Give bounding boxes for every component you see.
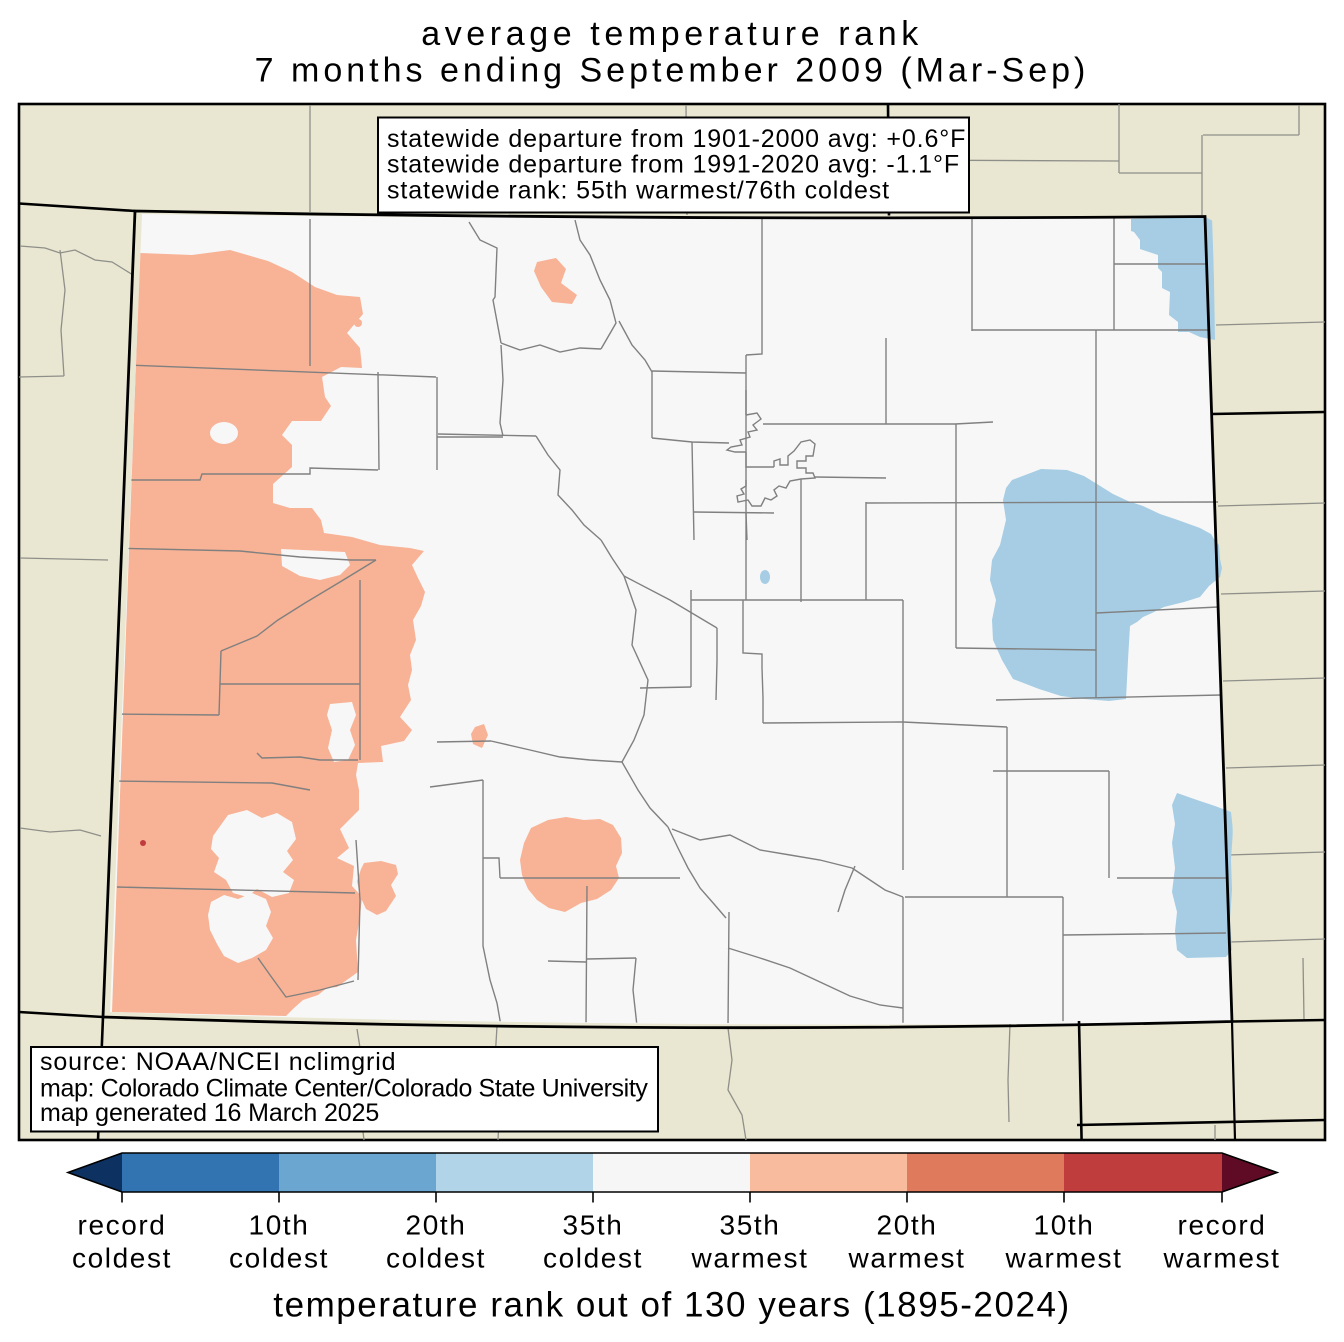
- svg-text:source: NOAA/NCEI nclimgrid: source: NOAA/NCEI nclimgrid: [40, 1048, 396, 1076]
- svg-text:average temperature rank: average temperature rank: [421, 15, 923, 53]
- svg-text:10th: 10th: [249, 1210, 310, 1241]
- svg-text:20th: 20th: [877, 1210, 938, 1241]
- svg-text:coldest: coldest: [72, 1243, 172, 1274]
- svg-text:coldest: coldest: [543, 1243, 643, 1274]
- svg-text:record: record: [1178, 1210, 1267, 1241]
- svg-text:20th: 20th: [406, 1210, 467, 1241]
- svg-text:record: record: [78, 1210, 167, 1241]
- svg-text:temperature rank out of 130 ye: temperature rank out of 130 years (1895-…: [273, 1286, 1070, 1325]
- svg-text:7 months ending September 2009: 7 months ending September 2009 (Mar-Sep): [255, 52, 1090, 90]
- svg-text:statewide departure from 1991-: statewide departure from 1991-2020 avg: …: [387, 151, 960, 179]
- svg-text:warmest: warmest: [848, 1243, 966, 1274]
- svg-text:10th: 10th: [1034, 1210, 1095, 1241]
- svg-text:35th: 35th: [563, 1210, 624, 1241]
- svg-text:coldest: coldest: [229, 1243, 329, 1274]
- svg-text:warmest: warmest: [1005, 1243, 1123, 1274]
- svg-text:map generated 16 March 2025: map generated 16 March 2025: [40, 1099, 379, 1127]
- svg-text:statewide departure from 1901-: statewide departure from 1901-2000 avg: …: [387, 125, 966, 153]
- svg-text:statewide rank: 55th warmest/7: statewide rank: 55th warmest/76th coldes…: [387, 176, 890, 204]
- svg-text:35th: 35th: [720, 1210, 781, 1241]
- svg-text:map: Colorado Climate Center/C: map: Colorado Climate Center/Colorado St…: [40, 1074, 648, 1102]
- svg-text:warmest: warmest: [691, 1243, 809, 1274]
- svg-text:warmest: warmest: [1163, 1243, 1281, 1274]
- svg-text:coldest: coldest: [386, 1243, 486, 1274]
